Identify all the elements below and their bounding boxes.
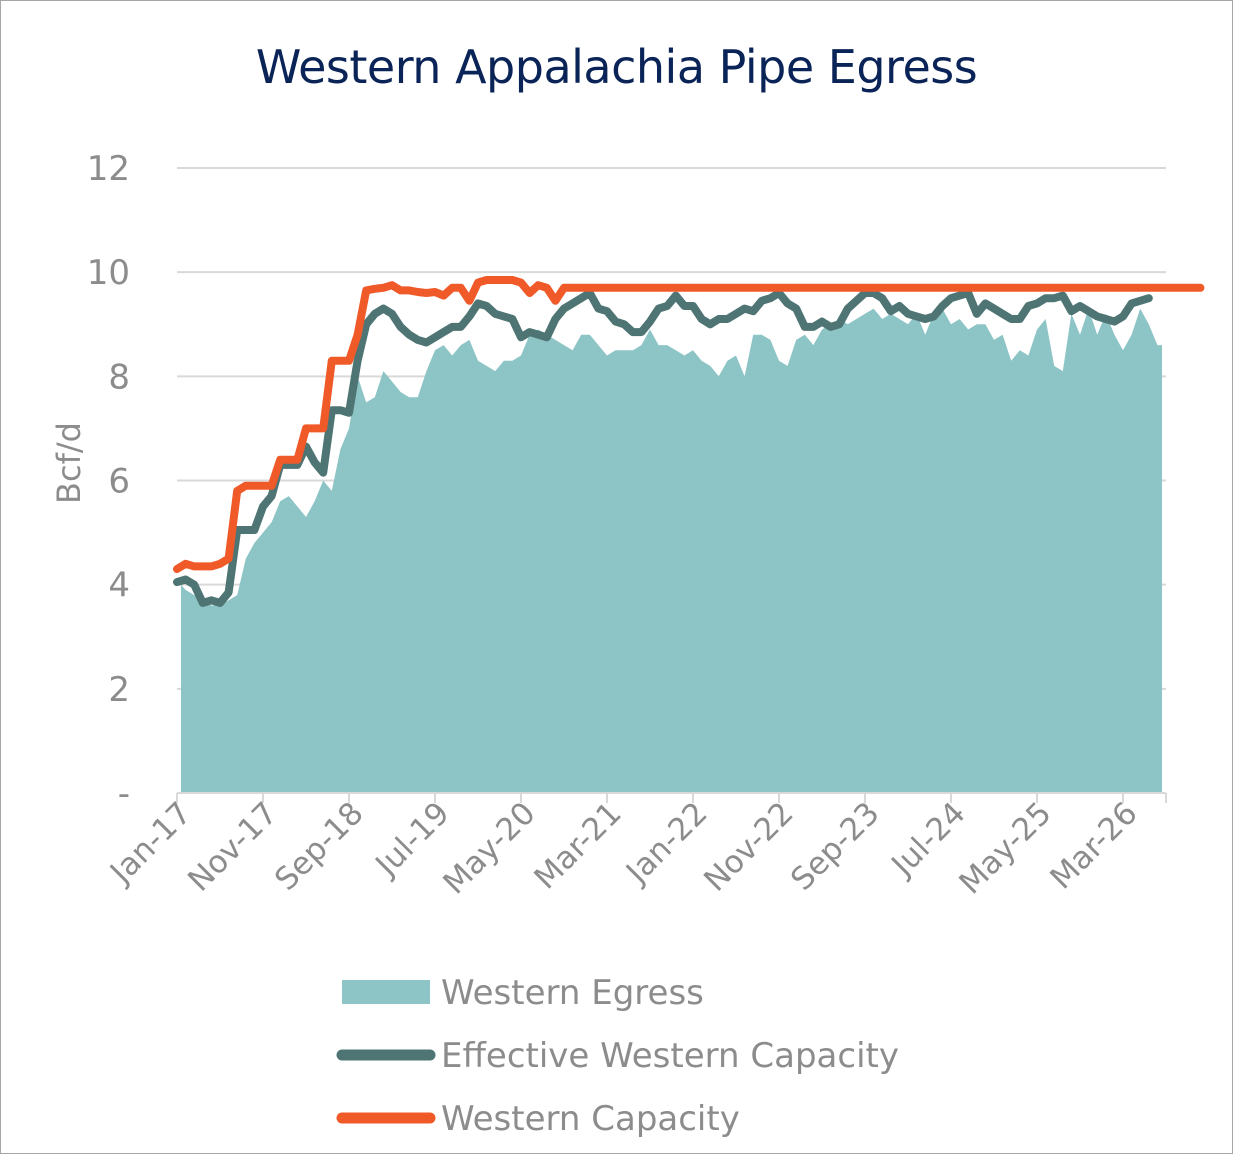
x-tick-label: Sep-18	[268, 795, 371, 898]
chart-title: Western Appalachia Pipe Egress	[255, 40, 978, 94]
x-tick-label: May-20	[436, 795, 542, 901]
legend-label-western-egress: Western Egress	[441, 973, 704, 1013]
series-area-western-egress	[181, 308, 1162, 793]
y-axis-label: Bcf/d	[50, 422, 88, 504]
x-tick-label: Mar-26	[1043, 795, 1144, 896]
y-tick-label: -	[118, 774, 130, 814]
x-tick-label: Nov-17	[181, 795, 284, 898]
y-tick-label: 6	[108, 462, 130, 502]
series-line-western-capacity	[173, 276, 1205, 573]
legend-label-western-capacity: Western Capacity	[441, 1099, 740, 1139]
x-tick-label: Mar-21	[527, 795, 628, 896]
x-tick-label: May-25	[952, 795, 1058, 901]
area-layer	[181, 308, 1162, 793]
y-tick-label: 4	[108, 566, 130, 606]
line-layer	[173, 276, 1205, 607]
y-tick-label: 10	[87, 253, 130, 293]
y-axis-ticks: - 2 4 6 8 10 12	[87, 149, 130, 814]
x-tick-label: Sep-23	[784, 795, 887, 898]
x-tick-label: Nov-22	[697, 795, 800, 898]
legend: Western Egress Effective Western Capacity…	[336, 973, 899, 1139]
legend-label-effective-western-capacity: Effective Western Capacity	[441, 1036, 899, 1076]
x-axis	[176, 792, 1167, 803]
legend-swatch-western-egress	[342, 980, 430, 1004]
y-tick-label: 12	[87, 149, 130, 189]
y-tick-label: 8	[108, 357, 130, 397]
series-line-effective-western-capacity	[173, 289, 1153, 607]
y-tick-label: 2	[108, 670, 130, 710]
x-axis-ticks: Jan-17Nov-17Sep-18Jul-19May-20Mar-21Jan-…	[102, 795, 1144, 901]
